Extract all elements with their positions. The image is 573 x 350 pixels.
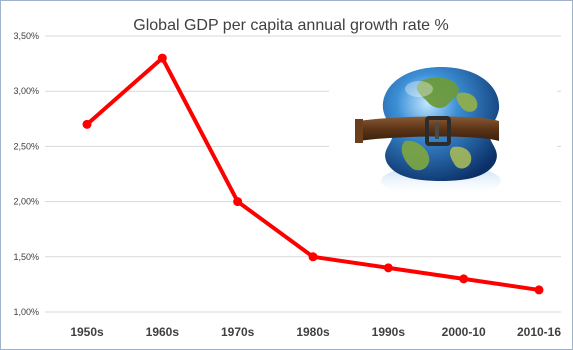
y-axis: 1,00% 1,50% 2,00% 2,50% 3,00% 3,50% — [13, 31, 39, 317]
data-point — [82, 119, 92, 129]
y-tick-label: 1,00% — [13, 307, 39, 317]
x-axis: 1950s 1960s 1970s 1980s 1990s 2000-10 2010-16 — [70, 325, 561, 339]
data-point — [459, 274, 469, 284]
series-line — [82, 53, 544, 295]
y-tick-label: 2,00% — [13, 197, 39, 207]
x-tick-label: 1950s — [70, 325, 104, 339]
x-tick-label: 2010-16 — [517, 325, 561, 339]
x-tick-label: 1970s — [221, 325, 255, 339]
x-tick-label: 1980s — [296, 325, 330, 339]
x-tick-label: 2000-10 — [442, 325, 486, 339]
data-point — [233, 197, 243, 207]
globe-with-belt-icon — [329, 57, 557, 199]
y-tick-label: 3,50% — [13, 31, 39, 41]
data-point — [308, 252, 318, 262]
y-tick-label: 3,00% — [13, 86, 39, 96]
y-tick-label: 2,50% — [13, 141, 39, 151]
chart-title: Global GDP per capita annual growth rate… — [133, 17, 448, 34]
y-tick-label: 1,50% — [13, 252, 39, 262]
x-tick-label: 1960s — [146, 325, 180, 339]
data-point — [383, 263, 393, 273]
data-point — [534, 285, 544, 295]
grid-lines — [45, 35, 561, 313]
x-tick-label: 1990s — [372, 325, 406, 339]
data-point — [157, 53, 167, 63]
